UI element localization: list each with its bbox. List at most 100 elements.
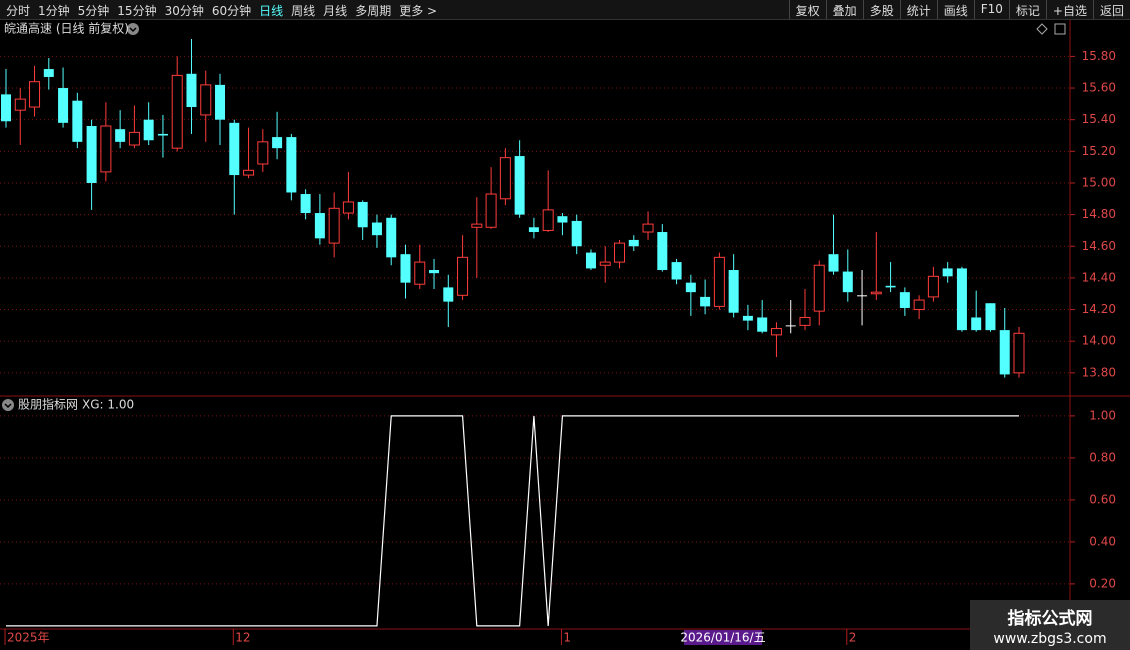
watermark-url: www.zbgs3.com (993, 631, 1107, 647)
candle-body (328, 207, 340, 244)
candle-body (985, 303, 996, 331)
period-tab[interactable]: 周线 (291, 4, 316, 18)
candle-body (885, 285, 896, 288)
y-tick-label: 0.20 (1089, 576, 1116, 590)
indicator-menu-icon[interactable] (2, 399, 14, 411)
y-tick-label: 14.00 (1082, 334, 1116, 348)
period-tab[interactable]: 15分钟 (117, 4, 157, 18)
candle-body (557, 216, 568, 223)
candle-body (785, 325, 796, 327)
candle-body (700, 296, 711, 307)
candle-body (657, 232, 668, 270)
candle-body (29, 81, 41, 108)
candle-body (86, 126, 97, 183)
tool-button[interactable]: 复权 (788, 0, 826, 19)
candle-body (713, 256, 725, 307)
candle-body (400, 254, 411, 283)
candle-body (813, 264, 825, 312)
tool-button[interactable]: 统计 (899, 0, 937, 19)
candle-body (443, 287, 454, 302)
candle-body (100, 125, 112, 173)
candle-body (72, 100, 83, 142)
candle-body (371, 222, 382, 236)
toolbar: 分时 1分钟 5分钟 15分钟 30分钟 60分钟 日线 周线 月线 多周期 更多 > 复权 叠加 多股… (0, 0, 1130, 20)
cursor-date-label: 2026/01/16/五 (680, 631, 765, 645)
tool-button[interactable]: 返回 (1092, 0, 1130, 19)
y-tick-label: 14.40 (1082, 270, 1116, 284)
candle-body (971, 317, 982, 331)
period-tab[interactable]: 分时 (6, 4, 31, 18)
candle-body (157, 133, 168, 136)
candle-body (257, 141, 269, 165)
candle-body (471, 223, 483, 228)
candle-body (571, 220, 582, 247)
candle-body (514, 156, 525, 215)
candle-body (243, 169, 255, 176)
x-tick-label: 1 (563, 631, 571, 645)
period-tab[interactable]: 更多 > (399, 4, 438, 18)
candle-body (229, 122, 240, 176)
tool-button[interactable]: 画线 (936, 0, 974, 19)
y-tick-label: 14.80 (1082, 207, 1116, 221)
period-tab[interactable]: 1分钟 (38, 4, 70, 18)
y-tick-label: 15.40 (1082, 112, 1116, 126)
period-tabs: 分时 1分钟 5分钟 15分钟 30分钟 60分钟 日线 周线 月线 多周期 更多 > (6, 2, 437, 19)
y-tick-label: 1.00 (1089, 408, 1116, 422)
tool-button[interactable]: F10 (973, 0, 1009, 19)
candle-body (999, 330, 1010, 375)
candle-body (857, 295, 868, 297)
cursor-label-bg (684, 630, 762, 645)
candle-body (171, 74, 183, 149)
y-tick-label: 0.60 (1089, 492, 1116, 506)
tool-button[interactable]: 叠加 (825, 0, 863, 19)
candle-body (585, 252, 596, 269)
title-menu-icon[interactable] (127, 23, 139, 35)
candle-body (614, 242, 626, 263)
chart-title: 皖通高速 (日线 前复权) (4, 21, 129, 36)
candle-body (685, 282, 696, 293)
candle-body (628, 239, 639, 247)
y-tick-label: 15.00 (1082, 175, 1116, 189)
candle-body (927, 275, 939, 298)
candle-body (386, 217, 397, 258)
period-tab[interactable]: 5分钟 (77, 4, 110, 18)
y-tick-label: 0.80 (1089, 450, 1116, 464)
diamond-icon[interactable] (1036, 23, 1048, 35)
candle-body (728, 270, 739, 313)
candle-body (913, 299, 925, 311)
candle-body (528, 227, 539, 233)
x-tick-label: 2025年 (7, 631, 50, 645)
candle-body (742, 315, 753, 321)
y-tick-label: 14.20 (1082, 302, 1116, 316)
layout-icon[interactable] (1054, 23, 1066, 35)
indicator-line (6, 415, 1019, 627)
chevron (129, 27, 137, 33)
candle-body (429, 270, 440, 274)
candle-body (272, 137, 283, 149)
candle-body (357, 201, 368, 228)
chevron (4, 403, 12, 409)
tool-button[interactable]: 标记 (1008, 0, 1046, 19)
period-tab[interactable]: 月线 (323, 4, 348, 18)
tool-button[interactable]: +自选 (1045, 0, 1093, 19)
candle-body (200, 84, 212, 116)
candle-body (43, 69, 54, 77)
candle-body (215, 84, 226, 120)
candle-body (58, 88, 69, 123)
period-tab[interactable]: 30分钟 (164, 4, 204, 18)
y-tick-label: 0.40 (1089, 534, 1116, 548)
candle-body (499, 157, 511, 200)
y-tick-label: 14.60 (1082, 239, 1116, 253)
candle-body (1013, 332, 1025, 374)
candle-body (342, 201, 354, 214)
candle-body (899, 292, 910, 308)
period-tab[interactable]: 多周期 (355, 4, 392, 18)
period-tab[interactable]: 60分钟 (211, 4, 252, 18)
candle-body (14, 98, 26, 111)
candle-body (457, 256, 469, 296)
period-tab[interactable]: 日线 (259, 4, 284, 18)
tool-button[interactable]: 多股 (862, 0, 900, 19)
candle-body (286, 137, 297, 193)
candle-body (542, 209, 554, 231)
